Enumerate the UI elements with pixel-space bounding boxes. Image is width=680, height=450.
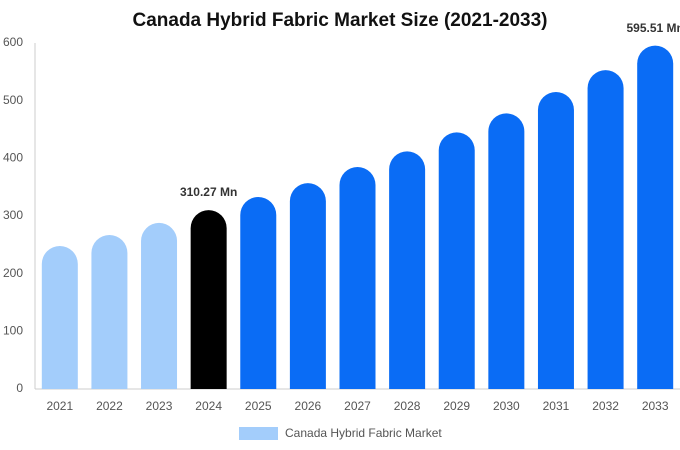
y-tick-label: 0 (16, 381, 23, 395)
x-tick-label: 2021 (46, 399, 73, 413)
x-tick-label: 2027 (344, 399, 371, 413)
value-label: 595.51 Mn (627, 21, 680, 35)
bar (289, 183, 326, 389)
bar (190, 210, 227, 389)
bar (339, 166, 376, 389)
x-tick-label: 2024 (195, 399, 222, 413)
legend-swatch (239, 427, 278, 440)
y-tick-label: 400 (3, 151, 23, 165)
x-tick-label: 2028 (394, 399, 421, 413)
x-tick-label: 2023 (146, 399, 173, 413)
bar (488, 113, 525, 389)
y-tick-label: 200 (3, 266, 23, 280)
y-tick-label: 500 (3, 93, 23, 107)
x-tick-label: 2022 (96, 399, 123, 413)
bar (587, 70, 624, 389)
chart-title: Canada Hybrid Fabric Market Size (2021-2… (132, 10, 547, 31)
bar (389, 151, 426, 389)
legend-label: Canada Hybrid Fabric Market (285, 426, 442, 440)
bar (438, 132, 475, 389)
y-tick-label: 300 (3, 208, 23, 222)
bar (91, 235, 128, 389)
x-tick-label: 2029 (443, 399, 470, 413)
x-tick-label: 2032 (592, 399, 619, 413)
x-tick-label: 2026 (295, 399, 322, 413)
bar (141, 222, 178, 389)
y-tick-label: 100 (3, 324, 23, 338)
value-label: 310.27 Mn (180, 185, 237, 199)
bar (41, 245, 78, 389)
y-tick-label: 600 (3, 35, 23, 49)
x-tick-label: 2033 (642, 399, 669, 413)
bar (537, 92, 574, 390)
x-tick-label: 2025 (245, 399, 272, 413)
bar (637, 45, 674, 389)
x-tick-label: 2031 (543, 399, 570, 413)
bar (240, 196, 277, 389)
x-tick-label: 2030 (493, 399, 520, 413)
